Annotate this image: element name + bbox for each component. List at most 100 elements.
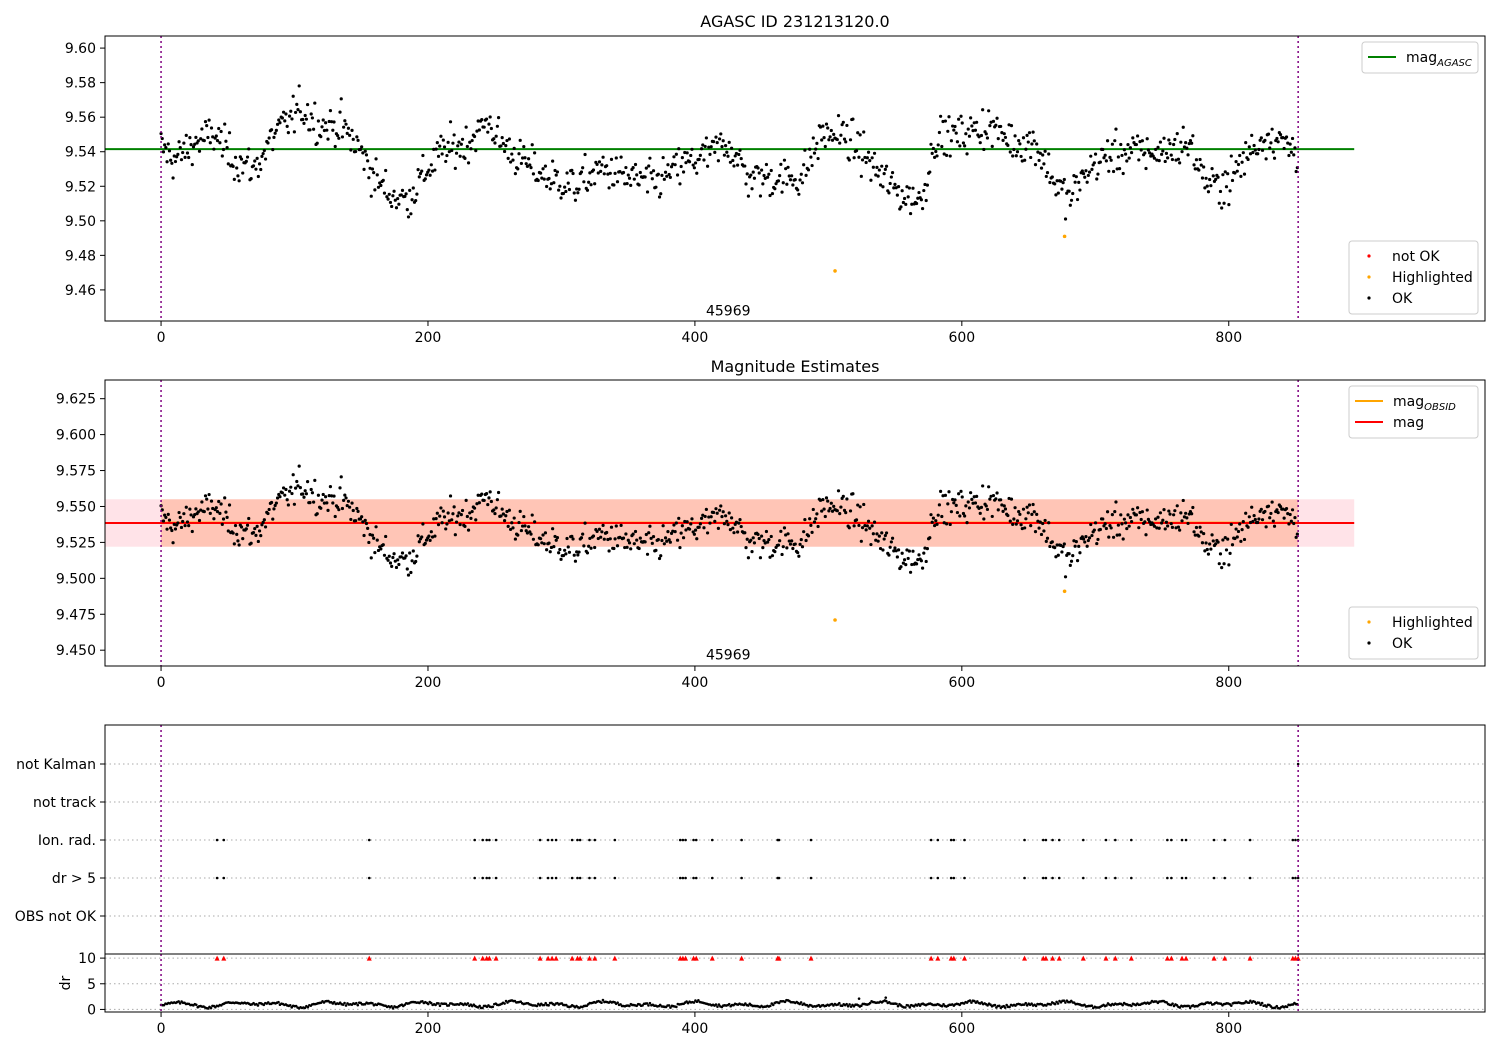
dr-point: [616, 1001, 619, 1004]
ok-point: [959, 489, 963, 493]
ok-point: [784, 533, 788, 537]
flag-point: [678, 838, 682, 842]
ok-point: [501, 141, 505, 146]
ok-point: [1217, 201, 1221, 205]
dr-point: [970, 1001, 973, 1004]
ok-point: [454, 151, 459, 155]
dr-point: [986, 1004, 989, 1007]
ok-point: [214, 506, 218, 510]
ok-point: [1015, 519, 1020, 523]
ok-point: [723, 144, 728, 148]
ok-point: [711, 510, 716, 515]
dr-point: [535, 1004, 539, 1008]
ok-point: [911, 186, 915, 190]
flag-point: [494, 838, 498, 842]
ok-point: [525, 531, 530, 535]
dr-point: [714, 1003, 718, 1006]
ok-point: [271, 517, 275, 521]
ok-point: [877, 168, 881, 172]
ok-point: [699, 147, 704, 151]
ok-point: [901, 561, 905, 565]
ok-point: [1127, 524, 1131, 528]
ok-point: [1226, 537, 1230, 541]
ok-point: [768, 555, 772, 559]
ok-point: [832, 132, 836, 136]
ok-point: [937, 130, 942, 135]
ok-point: [260, 523, 264, 527]
ok-point: [406, 573, 411, 577]
highlighted-point: [1062, 589, 1067, 594]
p1-legend-bottom-swatch: [1367, 275, 1371, 279]
dr-clipped-marker: [586, 955, 592, 961]
ok-point: [756, 166, 760, 170]
ok-point: [1244, 511, 1248, 515]
ok-point: [732, 164, 736, 168]
ok-point: [296, 484, 300, 488]
p1-legend-bottom-frame: [1348, 240, 1479, 315]
ok-point: [432, 517, 436, 521]
flag-point: [1023, 838, 1026, 842]
ok-point: [266, 141, 270, 145]
ok-point: [308, 501, 312, 505]
ok-point: [1012, 147, 1016, 152]
ok-point: [351, 137, 355, 141]
dr-clipped-marker: [577, 955, 583, 961]
ok-point: [1113, 510, 1117, 514]
ok-point: [298, 485, 302, 490]
ok-point: [1047, 152, 1051, 156]
ok-point: [410, 198, 414, 202]
ok-point: [665, 174, 669, 178]
ok-point: [512, 146, 516, 150]
ok-point: [340, 506, 345, 511]
dr-points: [159, 955, 1301, 1010]
dr-clipped-marker: [1056, 955, 1062, 961]
ok-point: [387, 192, 391, 196]
ok-point: [315, 141, 319, 145]
dr-point: [277, 1000, 280, 1004]
ok-point: [185, 520, 190, 524]
flag-point: [481, 876, 484, 880]
ok-point: [164, 515, 168, 519]
ok-point: [411, 549, 415, 553]
ok-point: [1198, 157, 1202, 162]
ok-point: [969, 491, 973, 495]
flag-point: [1081, 876, 1085, 880]
panel-agasc: AGASC ID 231213120.0 9.469.489.509.529.5…: [65, 12, 1486, 346]
ok-point: [465, 514, 469, 519]
dr-point: [667, 1004, 671, 1007]
ok-point: [581, 532, 585, 536]
ok-point: [1041, 521, 1045, 526]
ok-point: [1152, 524, 1157, 528]
obsid-label-mag: 45969: [706, 648, 751, 664]
ok-point: [494, 506, 498, 510]
ok-point: [906, 556, 910, 561]
ok-point: [518, 138, 522, 142]
ok-point: [259, 167, 263, 172]
ok-point: [606, 537, 610, 542]
ok-point: [319, 506, 323, 510]
ok-point: [349, 148, 353, 152]
ok-point: [387, 554, 391, 558]
ok-point: [372, 171, 376, 175]
ok-point: [951, 124, 955, 128]
ok-point: [445, 153, 449, 158]
ok-point: [500, 507, 504, 511]
ok-point: [705, 164, 710, 168]
flag-point: [538, 838, 542, 842]
ok-point: [761, 182, 765, 186]
dr-clipped-marker: [709, 955, 715, 961]
ok-point: [510, 521, 514, 525]
p1-legend-bottom-swatch: [1367, 296, 1371, 300]
ok-point: [1087, 170, 1092, 174]
ok-point: [882, 537, 886, 541]
ok-point: [638, 536, 642, 540]
ok-point: [1229, 522, 1233, 527]
ok-point: [176, 521, 180, 525]
ok-point: [253, 159, 257, 163]
ok-point: [1154, 517, 1158, 521]
ok-point: [979, 505, 984, 509]
ok-point: [637, 183, 641, 187]
ok-point: [235, 532, 239, 536]
ok-point: [633, 162, 638, 167]
ok-point: [687, 527, 692, 531]
